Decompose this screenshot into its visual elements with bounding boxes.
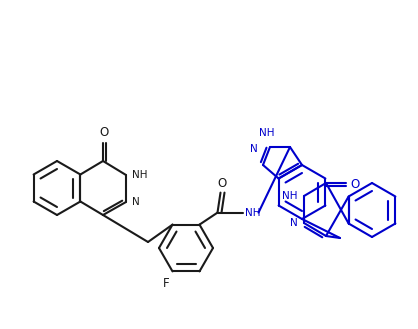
Text: NH: NH xyxy=(259,128,275,138)
Text: NH: NH xyxy=(245,208,260,217)
Text: O: O xyxy=(218,177,227,190)
Text: NH: NH xyxy=(132,170,148,180)
Text: O: O xyxy=(99,126,109,139)
Text: F: F xyxy=(163,277,170,290)
Text: N: N xyxy=(290,218,298,228)
Text: N: N xyxy=(132,197,140,207)
Text: NH: NH xyxy=(282,191,298,201)
Text: O: O xyxy=(350,178,359,190)
Text: N: N xyxy=(250,144,258,154)
